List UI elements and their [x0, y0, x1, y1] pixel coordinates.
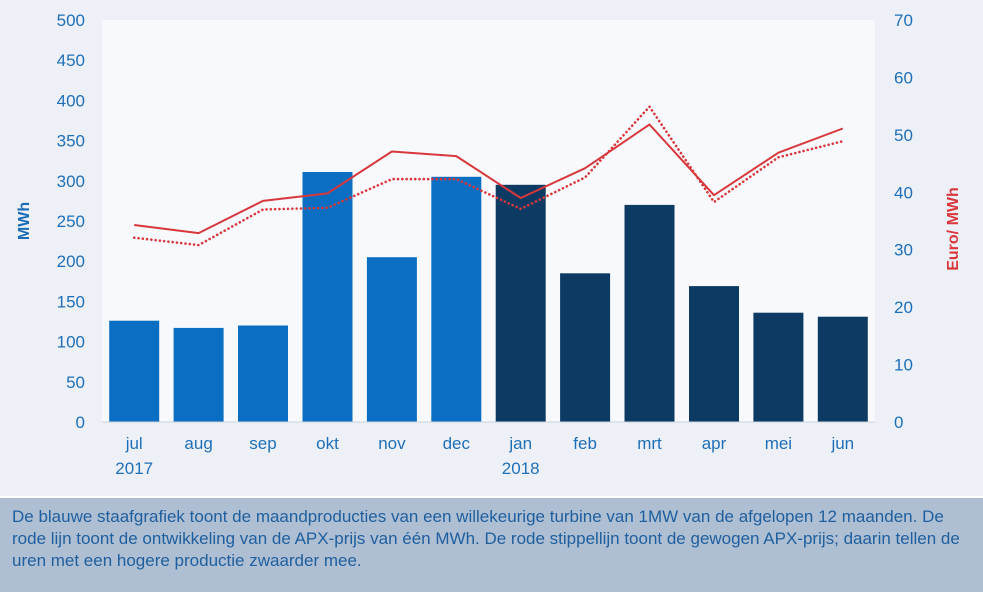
x-tick-label: jun — [830, 434, 854, 453]
bar-nov — [366, 257, 417, 422]
left-axis-ticks: 0 50 100 150 200 250 300 350 400 450 500 — [57, 11, 85, 432]
left-tick-label: 200 — [57, 252, 85, 271]
x-tick-label: mrt — [637, 434, 662, 453]
bar-apr — [689, 286, 739, 422]
left-tick-label: 150 — [57, 292, 85, 311]
right-axis-ticks: 0 10 20 30 40 50 60 70 — [894, 11, 913, 432]
bar-mrt — [624, 204, 675, 422]
combo-chart: 0 50 100 150 200 250 300 350 400 450 500 0 10 20 30 40… — [16, 11, 962, 478]
x-axis-ticks: jul 2017 aug sep okt nov dec jan 2018 feb mrt apr me… — [115, 434, 854, 478]
right-tick-label: 50 — [894, 126, 913, 145]
y-axis-title-right: Euro/ MWh — [945, 187, 962, 271]
x-tick-label: dec — [443, 434, 471, 453]
right-tick-label: 40 — [894, 183, 913, 202]
x-year-label: 2017 — [115, 459, 153, 478]
left-tick-label: 100 — [57, 333, 85, 352]
bar-jul — [109, 320, 160, 422]
right-tick-label: 0 — [894, 413, 903, 432]
bar-aug — [173, 327, 224, 422]
chart-caption: De blauwe staafgrafiek toont de maandpro… — [0, 498, 983, 592]
left-tick-label: 500 — [57, 11, 85, 30]
right-tick-label: 30 — [894, 241, 913, 260]
bar-mei — [753, 312, 804, 422]
x-year-label: 2018 — [502, 459, 540, 478]
x-tick-label: mei — [765, 434, 792, 453]
left-tick-label: 350 — [57, 132, 85, 151]
bar-jan — [495, 184, 546, 422]
lines-group — [132, 105, 845, 247]
chart-area: 0 50 100 150 200 250 300 350 400 450 500 0 10 20 30 40… — [0, 0, 983, 496]
weighted-price-line — [132, 105, 845, 247]
x-tick-label: nov — [378, 434, 406, 453]
x-tick-label: apr — [702, 434, 727, 453]
right-tick-label: 70 — [894, 11, 913, 30]
bars-group — [109, 172, 868, 422]
left-tick-label: 0 — [76, 413, 85, 432]
left-tick-label: 50 — [66, 373, 85, 392]
right-tick-label: 60 — [894, 68, 913, 87]
left-tick-label: 300 — [57, 172, 85, 191]
right-tick-label: 20 — [894, 298, 913, 317]
bar-jun — [817, 316, 868, 422]
x-tick-label: aug — [184, 434, 212, 453]
bar-dec — [431, 176, 482, 422]
x-tick-label: jul — [125, 434, 143, 453]
x-tick-label: jan — [508, 434, 532, 453]
x-tick-label: feb — [573, 434, 597, 453]
x-tick-label: sep — [249, 434, 276, 453]
price-line — [134, 123, 844, 235]
left-tick-label: 400 — [57, 91, 85, 110]
right-tick-label: 10 — [894, 356, 913, 375]
left-tick-label: 250 — [57, 212, 85, 231]
bar-okt — [302, 172, 353, 422]
bar-feb — [560, 273, 611, 422]
plot-background — [102, 20, 875, 422]
bar-sep — [238, 325, 288, 422]
x-tick-label: okt — [316, 434, 339, 453]
left-tick-label: 450 — [57, 51, 85, 70]
y-axis-title-left: MWh — [16, 202, 33, 240]
